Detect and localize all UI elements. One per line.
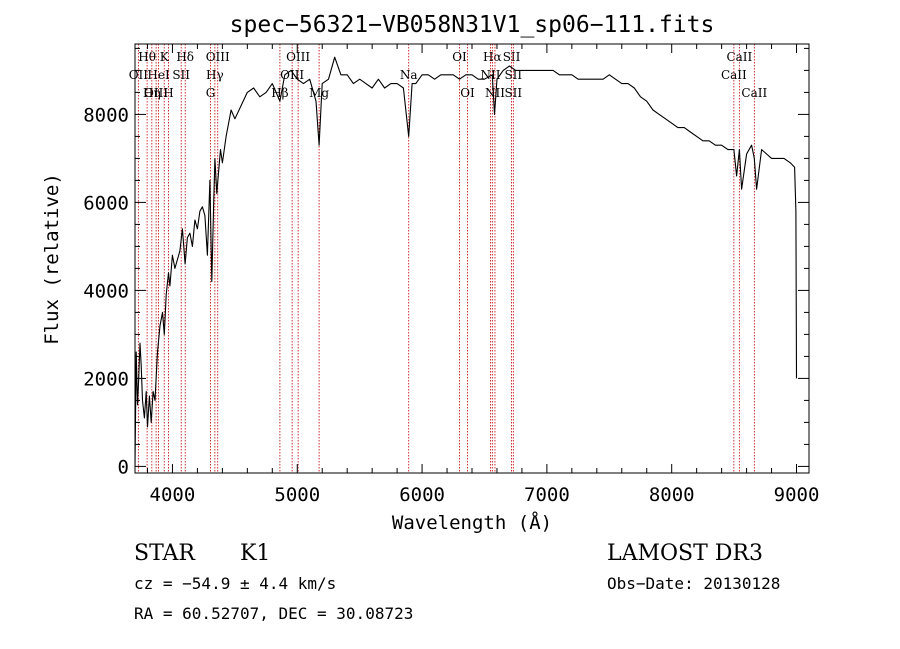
- plot-frame: [134, 43, 810, 474]
- y-tick-label: 6000: [83, 192, 129, 214]
- x-tick-label: 6000: [399, 484, 445, 506]
- line-marker-label: H: [163, 86, 173, 100]
- line-marker-label: SII: [503, 50, 521, 64]
- line-marker-label: G: [206, 86, 216, 100]
- line-marker-label: Hα: [483, 50, 502, 64]
- line-marker-label: SII: [172, 68, 190, 82]
- chart-title: spec−56321−VB058N31V1_sp06−111.fits: [230, 12, 715, 38]
- line-marker-label: OI: [460, 86, 475, 100]
- y-tick-label: 4000: [83, 280, 129, 302]
- y-axis-label: Flux (relative): [41, 173, 63, 345]
- redshift-cz: cz = −54.9 ± 4.4 km/s: [134, 574, 336, 593]
- line-marker-label: HeI: [147, 68, 170, 82]
- x-tick-label: 5000: [274, 484, 320, 506]
- x-axis-label: Wavelength (Å): [392, 511, 552, 534]
- line-marker-label: NII: [485, 86, 505, 100]
- object-class: STAR: [134, 541, 196, 566]
- line-marker-label: SII: [504, 86, 522, 100]
- y-tick-label: 2000: [83, 368, 129, 390]
- line-marker-label: OIII: [280, 68, 304, 82]
- x-tick-label: 7000: [524, 484, 570, 506]
- line-marker-label: Na: [400, 68, 418, 82]
- x-tick-label: 4000: [150, 484, 196, 506]
- line-marker-label: Hδ: [176, 50, 194, 64]
- survey-name: LAMOST DR3: [607, 541, 763, 566]
- line-marker-label: CaII: [741, 86, 767, 100]
- line-marker-label: Hβ: [271, 86, 288, 100]
- line-marker-label: NII: [480, 68, 500, 82]
- y-tick-label: 8000: [83, 104, 129, 126]
- line-marker-label: OI: [452, 50, 467, 64]
- x-tick-label: 8000: [649, 484, 695, 506]
- line-marker-label: Hη: [143, 86, 161, 100]
- object-subclass: K1: [240, 541, 270, 566]
- line-marker-label: Hγ: [206, 68, 224, 82]
- line-marker-label: OII: [129, 68, 149, 82]
- line-marker-label: OIII: [206, 50, 230, 64]
- line-marker-label: OIII: [286, 50, 310, 64]
- line-marker-label: CaII: [726, 50, 752, 64]
- x-axis: 4000 5000 6000 7000 8000 9000: [146, 44, 820, 506]
- line-marker-label: OIII: [144, 86, 168, 100]
- coordinates: RA = 60.52707, DEC = 30.08723: [134, 604, 413, 623]
- x-tick-label: 9000: [774, 484, 820, 506]
- spectrum-line: [134, 56, 798, 467]
- line-marker-label: SII: [504, 68, 522, 82]
- line-marker-label: Hθ: [138, 50, 156, 64]
- line-marker-label: K: [160, 50, 170, 64]
- y-axis: 0 2000 4000 6000 8000: [83, 47, 809, 478]
- y-tick-label: 0: [118, 456, 129, 478]
- line-marker-label: CaII: [721, 68, 747, 82]
- observation-date: Obs−Date: 20130128: [607, 574, 780, 593]
